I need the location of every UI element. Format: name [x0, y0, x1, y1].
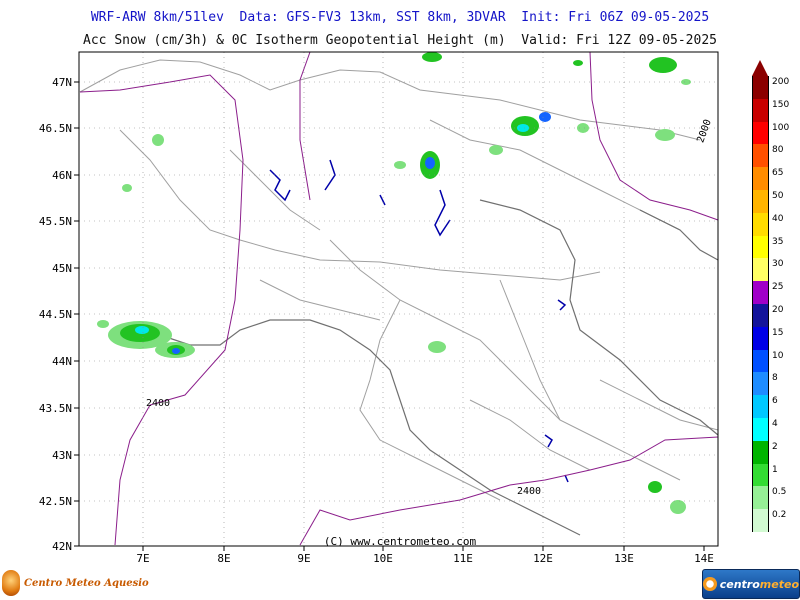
lon-label: 7E: [136, 552, 149, 565]
lat-label: 44N: [52, 355, 72, 368]
colorbar-segment: [752, 463, 769, 487]
colorbar-segment: [752, 258, 769, 282]
lat-label: 42.5N: [39, 495, 72, 508]
isotherm-label: 2400: [517, 486, 541, 497]
colorbar-segment: [752, 212, 769, 236]
colorbar-label: 40: [772, 213, 784, 224]
centrometeo-logo[interactable]: centrometeo: [702, 569, 800, 599]
lon-label: 8E: [217, 552, 230, 565]
colorbar-segment: [752, 395, 769, 418]
lon-label: 13E: [614, 552, 634, 565]
lat-label: 45.5N: [39, 215, 72, 228]
lat-label: 44.5N: [39, 308, 72, 321]
lon-label: 11E: [453, 552, 473, 565]
colorbar-label: 2: [772, 441, 778, 452]
colorbar-label: 4: [772, 419, 778, 429]
colorbar-label: 10: [772, 350, 784, 361]
colorbar-label: 8: [772, 373, 778, 384]
colorbar-label: 35: [772, 236, 784, 247]
colorbar-segment: [752, 304, 769, 327]
isotherm-contours: [79, 51, 719, 546]
borders: [79, 59, 719, 501]
lon-label: 12E: [533, 552, 553, 565]
colorbar-segment: [752, 326, 769, 350]
coastline: [144, 199, 719, 536]
colorbar-label: 150: [772, 99, 790, 110]
colorbar-segment: [752, 98, 769, 122]
colorbar-segment: [752, 372, 769, 396]
colorbar: 200 150 100 80 65 50 40 35 30 25 20 15 10 8 6 4 2 1 0.5 0.2: [752, 60, 800, 532]
colorbar-label: 20: [772, 305, 784, 315]
colorbar-label: 6: [772, 396, 778, 407]
lat-label: 43.5N: [39, 402, 72, 415]
lon-label: 10E: [373, 552, 393, 565]
isotherm-label: 2400: [146, 398, 170, 409]
colorbar-label: 0.5: [772, 487, 787, 498]
colorbar-arrow-icon: [752, 60, 768, 76]
isotherm-label: 2000: [695, 118, 714, 144]
header-field-info: Acc Snow (cm/3h) & 0C Isotherm Geopotent…: [83, 33, 717, 48]
colorbar-label: 1: [772, 464, 778, 475]
lat-label: 46.5N: [39, 122, 72, 135]
colorbar-label: 65: [772, 168, 784, 179]
lat-label: 45N: [52, 262, 72, 275]
colorbar-segment: [752, 440, 769, 464]
colorbar-segment: [752, 190, 769, 213]
lakes: [269, 159, 569, 483]
snow-areas: [97, 52, 691, 514]
logo-emblem-icon: [2, 570, 20, 596]
colorbar-segment: [752, 349, 769, 373]
colorbar-segment: [752, 418, 769, 441]
colorbar-label: 15: [772, 327, 784, 338]
colorbar-segment: [752, 167, 769, 190]
colorbar-segment: [752, 121, 769, 145]
colorbar-segment: [752, 76, 769, 99]
axis-ticks: [74, 81, 705, 551]
copyright-text: (C) www.centrometeo.com: [324, 535, 477, 548]
colorbar-label: 25: [772, 282, 784, 293]
logo-right-text: centrometeo: [719, 577, 799, 591]
centro-meteo-aquesio-logo[interactable]: Centro Meteo Aquesio: [2, 568, 149, 598]
colorbar-segment: [752, 144, 769, 168]
lat-label: 43N: [52, 449, 72, 462]
colorbar-segment: [752, 486, 769, 510]
colorbar-label: 100: [772, 122, 790, 133]
lat-label: 42N: [52, 540, 72, 553]
logo-ring-icon: [703, 577, 717, 591]
logo-left-text: Centro Meteo Aquesio: [24, 577, 149, 589]
colorbar-segment: [752, 235, 769, 259]
lat-label: 46N: [52, 169, 72, 182]
lon-label: 14E: [694, 552, 714, 565]
colorbar-segment: [752, 281, 769, 304]
colorbar-label: 50: [772, 191, 784, 201]
lat-label: 47N: [52, 76, 72, 89]
colorbar-segment: [752, 509, 769, 532]
colorbar-label: 200: [772, 77, 790, 87]
map-frame: [78, 51, 719, 547]
colorbar-label: 80: [772, 145, 784, 156]
lon-label: 9E: [297, 552, 310, 565]
colorbar-label: 30: [772, 259, 784, 270]
header-model-info: WRF-ARW 8km/51lev Data: GFS-FV3 13km, SS…: [90, 10, 710, 25]
colorbar-label: 0.2: [772, 510, 787, 521]
